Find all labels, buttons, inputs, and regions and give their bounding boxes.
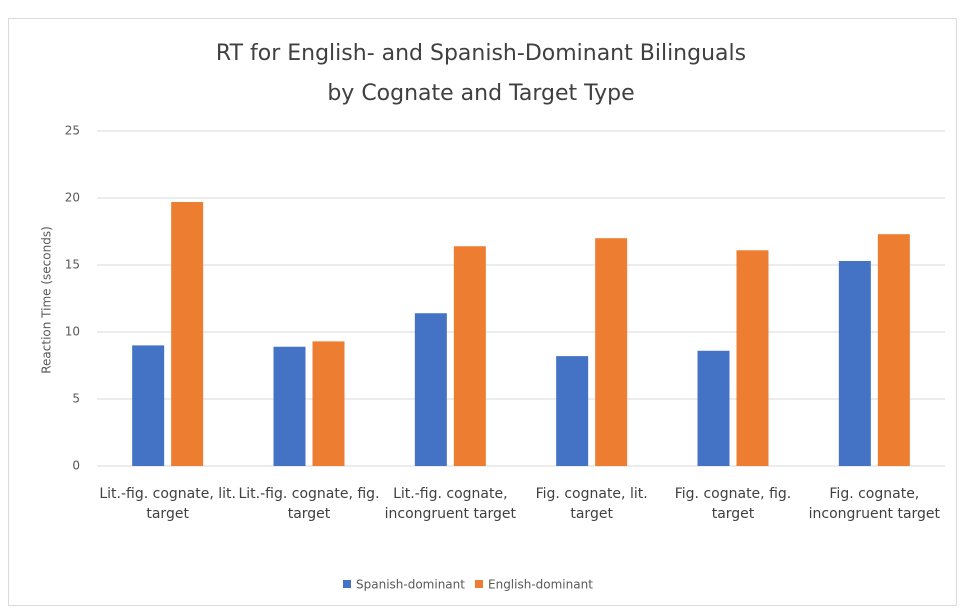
x-tick-label: Lit.-fig. cognate, lit. target (99, 486, 236, 522)
y-tick-label: 0 (72, 459, 80, 473)
y-tick-label: 25 (65, 124, 80, 138)
legend-label: Spanish-dominant (356, 578, 465, 592)
bar (414, 313, 447, 466)
chart-title: RT for English- and Spanish-Dominant Bil… (216, 41, 746, 66)
bar (556, 356, 589, 466)
x-tick-label: Fig. cognate, incongruent target (808, 486, 941, 522)
bar (877, 234, 910, 466)
legend-swatch (343, 580, 351, 588)
bar (171, 202, 204, 466)
bar (595, 238, 628, 466)
chart-title: by Cognate and Target Type (327, 81, 634, 106)
y-tick-label: 15 (65, 258, 80, 272)
legend-swatch (475, 580, 483, 588)
bar (132, 345, 165, 466)
bar (736, 250, 769, 466)
bar (697, 350, 730, 466)
y-tick-label: 20 (65, 191, 80, 205)
bar (838, 260, 871, 466)
x-tick-label: Lit.-fig. cognate, fig. target (238, 486, 380, 522)
y-tick-label: 5 (72, 392, 80, 406)
x-tick-label: Lit.-fig. cognate, incongruent target (384, 486, 517, 522)
bar (453, 246, 486, 466)
bar (273, 346, 306, 466)
x-tick-label: Fig. cognate, fig. target (674, 486, 792, 522)
y-tick-label: 10 (65, 325, 80, 339)
x-tick-label: Fig. cognate, lit. target (535, 486, 648, 522)
y-axis-label: Reaction Time (seconds) (40, 226, 54, 374)
legend-label: English-dominant (488, 578, 593, 592)
bar (312, 341, 345, 466)
